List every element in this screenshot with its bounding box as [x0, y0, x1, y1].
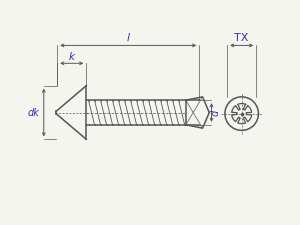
Text: TX: TX	[235, 33, 249, 43]
Text: dk: dk	[28, 108, 40, 117]
Text: d: d	[211, 109, 220, 116]
Text: k: k	[69, 52, 75, 62]
Text: l: l	[127, 33, 130, 43]
